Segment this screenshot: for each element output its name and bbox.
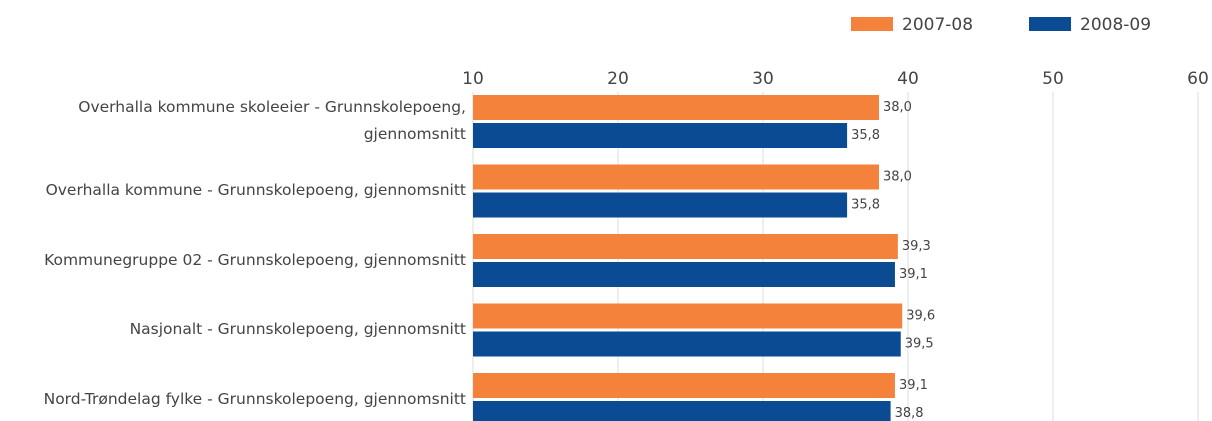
bar (473, 164, 879, 190)
value-label: 38,0 (883, 100, 912, 115)
bar (473, 303, 903, 329)
bar (473, 331, 901, 357)
legend-label: 2007-08 (902, 15, 973, 35)
y-tick-label: Overhalla kommune - Grunnskolepoeng, gje… (45, 181, 466, 199)
bar (473, 262, 895, 287)
y-tick-label: Nasjonalt - Grunnskolepoeng, gjennomsnit… (129, 320, 466, 338)
value-label: 38,8 (895, 406, 924, 421)
y-tick-label: Nord-Trøndelag fylke - Grunnskolepoeng, … (43, 389, 466, 408)
bar (473, 373, 895, 398)
value-label: 35,8 (851, 128, 880, 143)
legend-label: 2008-09 (1080, 15, 1151, 35)
legend-swatch (851, 17, 893, 31)
value-label: 39,3 (902, 239, 931, 254)
bar (473, 401, 891, 421)
x-tick-label: 40 (897, 69, 919, 89)
bar (473, 123, 848, 148)
x-tick-label: 60 (1187, 69, 1209, 89)
x-tick-label: 20 (607, 69, 629, 89)
bar (473, 95, 879, 120)
value-label: 38,0 (883, 170, 912, 185)
y-tick-label: Overhalla kommune skoleeier - Grunnskole… (78, 98, 466, 143)
value-label: 39,6 (906, 309, 935, 324)
x-tick-label: 30 (752, 69, 774, 89)
x-tick-label: 10 (462, 69, 484, 89)
value-label: 35,8 (851, 198, 880, 213)
bar (473, 234, 898, 259)
value-label: 39,5 (905, 337, 934, 352)
value-label: 39,1 (899, 378, 928, 393)
value-label: 39,1 (899, 267, 928, 282)
bar (473, 192, 848, 218)
x-tick-label: 50 (1042, 69, 1064, 89)
legend-swatch (1029, 17, 1071, 31)
y-tick-label: Kommunegruppe 02 - Grunnskolepoeng, gjen… (44, 250, 466, 269)
